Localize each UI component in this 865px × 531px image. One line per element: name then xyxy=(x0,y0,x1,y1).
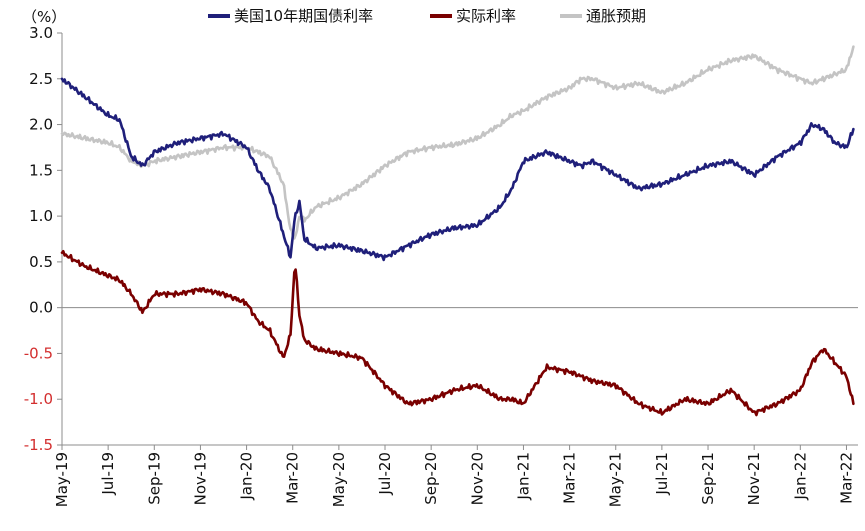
legend-label-1: 实际利率 xyxy=(456,7,516,25)
y-unit-label: （%） xyxy=(22,8,66,26)
y-tick-label: 1.0 xyxy=(29,207,53,225)
x-tick-label: Sep-20 xyxy=(422,452,440,505)
y-tick-label: -1.5 xyxy=(24,436,53,454)
y-tick-label: -0.5 xyxy=(24,344,53,362)
y-tick-label: 3.0 xyxy=(29,24,53,42)
legend: 美国10年期国债利率 实际利率 通胀预期 xyxy=(208,7,646,25)
axes xyxy=(57,32,858,450)
x-tick-label: Jul-21 xyxy=(653,452,671,496)
y-tick-label: 2.0 xyxy=(29,116,53,134)
x-tick-label: May-20 xyxy=(330,452,348,507)
series-line-1 xyxy=(60,250,855,417)
series-line-0 xyxy=(60,77,855,262)
x-tick-label: Jan-20 xyxy=(238,452,256,501)
x-tick-label: Jul-20 xyxy=(376,452,394,496)
x-tick-label: Nov-21 xyxy=(745,452,763,505)
x-tick-label: Sep-21 xyxy=(699,452,717,505)
x-tick-label: Jan-22 xyxy=(791,452,809,501)
x-tick-label: Mar-21 xyxy=(561,452,579,504)
x-tick-label: Jul-19 xyxy=(99,452,117,496)
x-tick-label: Mar-22 xyxy=(837,452,855,504)
x-tick-label: Mar-20 xyxy=(284,452,302,504)
axis-labels: 3.0 2.5 2.0 1.5 1.0 0.5 0.0 -0.5 -1.0 -1.5 （%） May-… xyxy=(22,8,855,507)
y-tick-label: 2.5 xyxy=(29,70,53,88)
x-tick-label: Nov-19 xyxy=(191,452,209,505)
x-tick-label: May-21 xyxy=(607,452,625,507)
y-tick-label: -1.0 xyxy=(24,390,53,408)
legend-label-0: 美国10年期国债利率 xyxy=(234,7,373,25)
series-layer xyxy=(60,45,855,417)
legend-label-2: 通胀预期 xyxy=(586,7,646,25)
x-tick-label: Jan-21 xyxy=(514,452,532,501)
x-tick-label: Sep-19 xyxy=(145,452,163,505)
y-tick-label: 0.5 xyxy=(29,253,53,271)
series-line-2 xyxy=(60,45,855,240)
x-tick-label: May-19 xyxy=(53,452,71,507)
x-tick-label: Nov-20 xyxy=(468,452,486,505)
y-tick-label: 0.0 xyxy=(29,299,53,317)
y-tick-label: 1.5 xyxy=(29,161,53,179)
